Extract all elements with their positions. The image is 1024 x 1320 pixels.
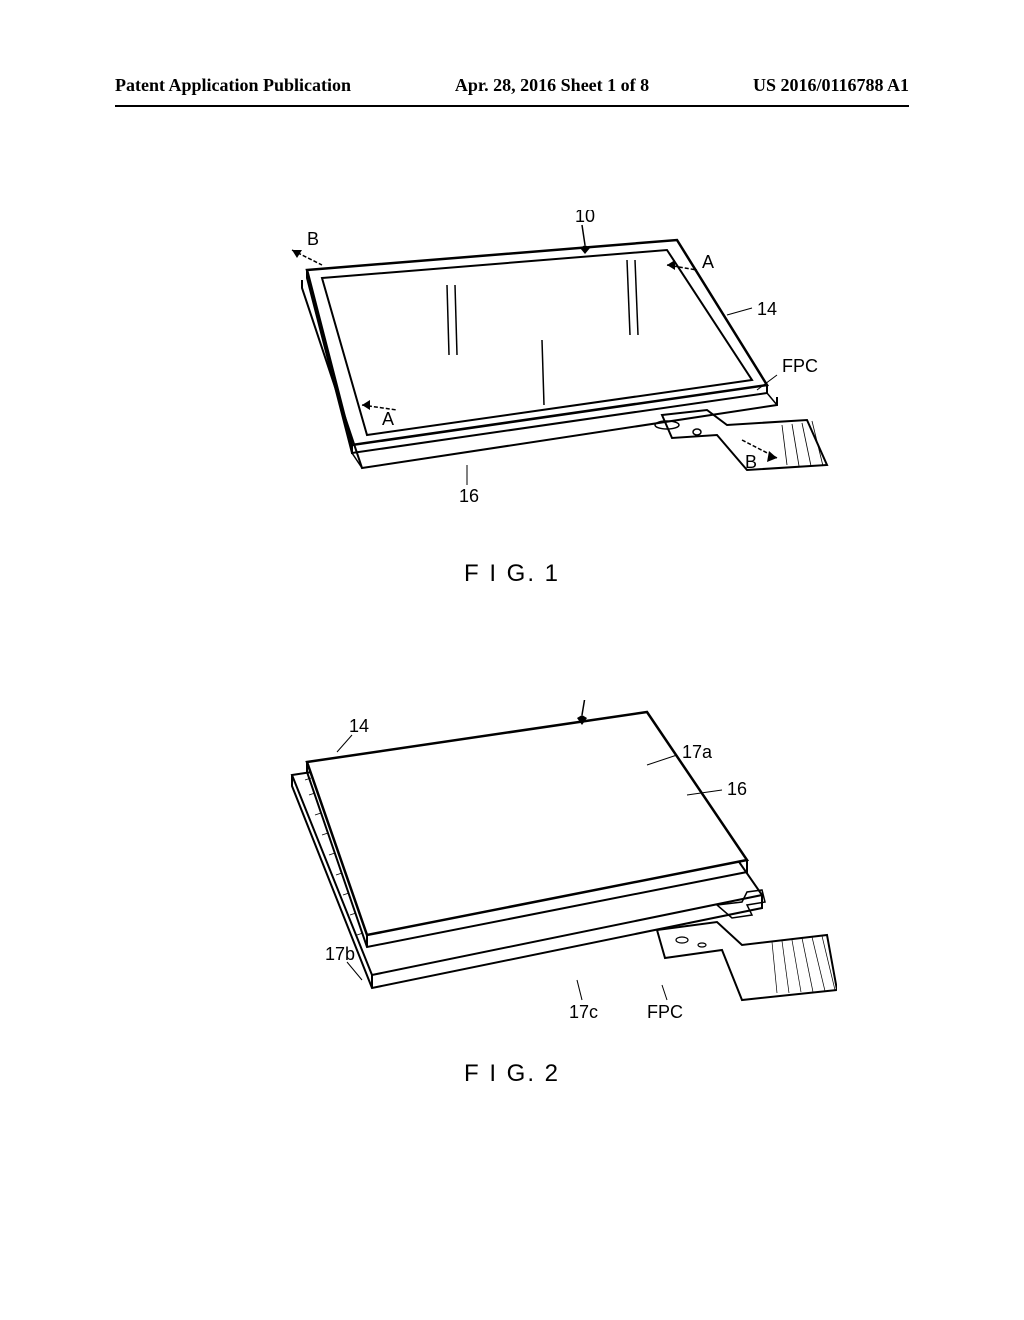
fig2-fpc-hatch2 <box>782 941 789 993</box>
figure-1: 10 B A A 14 FPC B 16 <box>187 210 837 590</box>
header-right: US 2016/0116788 A1 <box>753 75 909 96</box>
page-header: Patent Application Publication Apr. 28, … <box>0 75 1024 96</box>
fig2-leader-17b <box>347 962 362 980</box>
fig2-top-panel <box>307 712 747 935</box>
fig2-side-hatch3 <box>315 813 321 815</box>
fig2-label-17c: 17c <box>569 1002 598 1022</box>
fig2-fpc-hatch4 <box>802 938 813 992</box>
fig2-component1 <box>676 937 688 943</box>
fig2-side-hatch4 <box>322 833 328 835</box>
fig1-label-b-left: B <box>307 229 319 249</box>
fig1-label-a-right: A <box>702 252 714 272</box>
header-left: Patent Application Publication <box>115 75 351 96</box>
figure-2: 10 14 17a 16 17b 17c FPC <box>187 700 837 1080</box>
fig2-leader-10 <box>582 700 585 715</box>
fig2-svg: 10 14 17a 16 17b 17c FPC <box>187 700 837 1080</box>
fig1-arrow-a-left <box>362 400 370 410</box>
fig1-reflection2 <box>455 285 457 355</box>
fig2-leader-fpc <box>662 985 667 1000</box>
fig2-component2 <box>698 943 706 947</box>
fig1-reflection1 <box>447 285 449 355</box>
fig1-label-a-left: A <box>382 409 394 429</box>
fig1-label-16: 16 <box>459 486 479 506</box>
fig1-arrow-a-right <box>667 260 675 270</box>
fig2-label-17b: 17b <box>325 944 355 964</box>
fig1-label-14: 14 <box>757 299 777 319</box>
fig1-label-fpc: FPC <box>782 356 818 376</box>
fig1-caption: F I G. 1 <box>464 560 560 588</box>
fig2-label-16: 16 <box>727 779 747 799</box>
fig2-label-17a: 17a <box>682 742 713 762</box>
fig1-hatch4 <box>812 421 823 466</box>
fig1-top-panel-inner <box>322 250 752 435</box>
fig1-reflection3 <box>542 340 544 405</box>
fig2-fpc-tab <box>717 890 765 918</box>
fig1-reflection5 <box>635 260 638 335</box>
fig2-label-fpc: FPC <box>647 1002 683 1022</box>
fig2-fpc-hatch1 <box>772 942 777 993</box>
fig1-label-10: 10 <box>575 210 595 226</box>
fig1-label-b-right: B <box>745 452 757 472</box>
fig1-top-panel-outer <box>307 240 767 445</box>
fig1-edge2 <box>767 393 777 405</box>
fig2-fpc-connector <box>657 922 837 1000</box>
fig1-leader-14 <box>727 308 752 315</box>
fig1-hatch1 <box>782 425 787 465</box>
fig1-hatch2 <box>792 424 799 466</box>
fig1-svg: 10 B A A 14 FPC B 16 <box>187 210 837 590</box>
fig1-hatch3 <box>802 423 811 466</box>
fig1-component2 <box>693 429 701 435</box>
fig2-fpc-hatch5 <box>812 937 825 991</box>
fig1-leader-10 <box>582 225 585 245</box>
fig2-caption: F I G. 2 <box>464 1060 560 1088</box>
header-divider <box>115 105 909 107</box>
fig2-leader-14 <box>337 735 352 752</box>
header-center: Apr. 28, 2016 Sheet 1 of 8 <box>455 75 649 96</box>
fig1-reflection4 <box>627 260 630 335</box>
fig2-leader-17c <box>577 980 582 1000</box>
fig2-fpc-hatch3 <box>792 940 801 992</box>
fig2-label-14: 14 <box>349 716 369 736</box>
